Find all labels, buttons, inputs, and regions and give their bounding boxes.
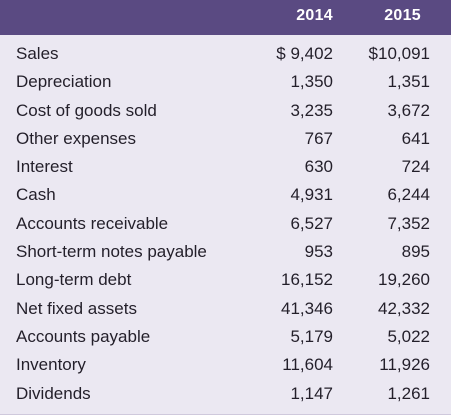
value-2015: 3,672 xyxy=(387,100,430,120)
value-2015: 19,260 xyxy=(378,270,430,290)
table-row-cost-of-goods-sold: Cost of goods sold 3,235 3,672 xyxy=(0,99,451,127)
table-row-depreciation: Depreciation 1,350 1,351 xyxy=(0,70,451,98)
row-label: Other expenses xyxy=(16,128,137,148)
value-2014: 41,346 xyxy=(281,298,333,318)
table-row-sales: Sales $ 9,402 $10,091 xyxy=(0,42,451,70)
value-2014: 11,604 xyxy=(282,355,333,375)
table-row-accounts-receivable: Accounts receivable 6,527 7,352 xyxy=(0,212,451,240)
column-header-2015: 2015 xyxy=(384,7,421,24)
value-2015: 7,352 xyxy=(387,213,430,233)
row-label: Inventory xyxy=(16,355,86,375)
row-label: Dividends xyxy=(16,383,91,403)
table-row-net-fixed-assets: Net fixed assets 41,346 42,332 xyxy=(0,297,451,325)
row-label: Cost of goods sold xyxy=(16,100,157,120)
table-row-other-expenses: Other expenses 767 641 xyxy=(0,127,451,155)
value-2014: 953 xyxy=(304,242,333,262)
table-row-long-term-debt: Long-term debt 16,152 19,260 xyxy=(0,268,451,296)
value-2014: 6,527 xyxy=(290,213,333,233)
row-label: Accounts receivable xyxy=(16,213,169,233)
value-2015: 1,351 xyxy=(387,72,430,92)
row-label: Sales xyxy=(16,44,59,63)
table-row-dividends: Dividends 1,147 1,261 xyxy=(0,382,451,410)
value-2015: 11,926 xyxy=(379,355,430,375)
value-2015: 42,332 xyxy=(378,298,430,318)
row-label: Depreciation xyxy=(16,72,112,92)
value-2014: 630 xyxy=(304,157,333,177)
value-2015: $10,091 xyxy=(368,44,430,63)
row-label: Short-term notes payable xyxy=(16,242,207,262)
table-row-interest: Interest 630 724 xyxy=(0,155,451,183)
value-2014: 16,152 xyxy=(281,270,333,290)
value-2015: 5,022 xyxy=(387,326,430,346)
row-label: Accounts payable xyxy=(16,326,151,346)
value-2014: 1,147 xyxy=(290,383,333,403)
value-2014: 1,350 xyxy=(290,72,333,92)
table-row-cash: Cash 4,931 6,244 xyxy=(0,183,451,211)
value-2014: 5,179 xyxy=(290,326,333,346)
value-2015: 724 xyxy=(401,157,430,177)
row-label: Long-term debt xyxy=(16,270,132,290)
row-label: Interest xyxy=(16,157,73,177)
table-row-short-term-notes-payable: Short-term notes payable 953 895 xyxy=(0,240,451,268)
value-2015: 6,244 xyxy=(387,185,430,205)
value-2015: 895 xyxy=(401,242,430,262)
value-2014: $ 9,402 xyxy=(276,44,333,63)
value-2014: 3,235 xyxy=(290,100,333,120)
table-row-inventory: Inventory 11,604 11,926 xyxy=(0,353,451,381)
row-label: Net fixed assets xyxy=(16,298,137,318)
table-row-accounts-payable: Accounts payable 5,179 5,022 xyxy=(0,325,451,353)
value-2014: 767 xyxy=(304,128,333,148)
table-body: Sales $ 9,402 $10,091 Depreciation 1,350… xyxy=(0,42,451,410)
table-header: 2014 2015 xyxy=(0,0,451,35)
value-2014: 4,931 xyxy=(290,185,333,205)
row-label: Cash xyxy=(16,185,56,205)
column-header-2014: 2014 xyxy=(296,7,333,24)
value-2015: 641 xyxy=(401,128,430,148)
value-2015: 1,261 xyxy=(387,383,430,403)
